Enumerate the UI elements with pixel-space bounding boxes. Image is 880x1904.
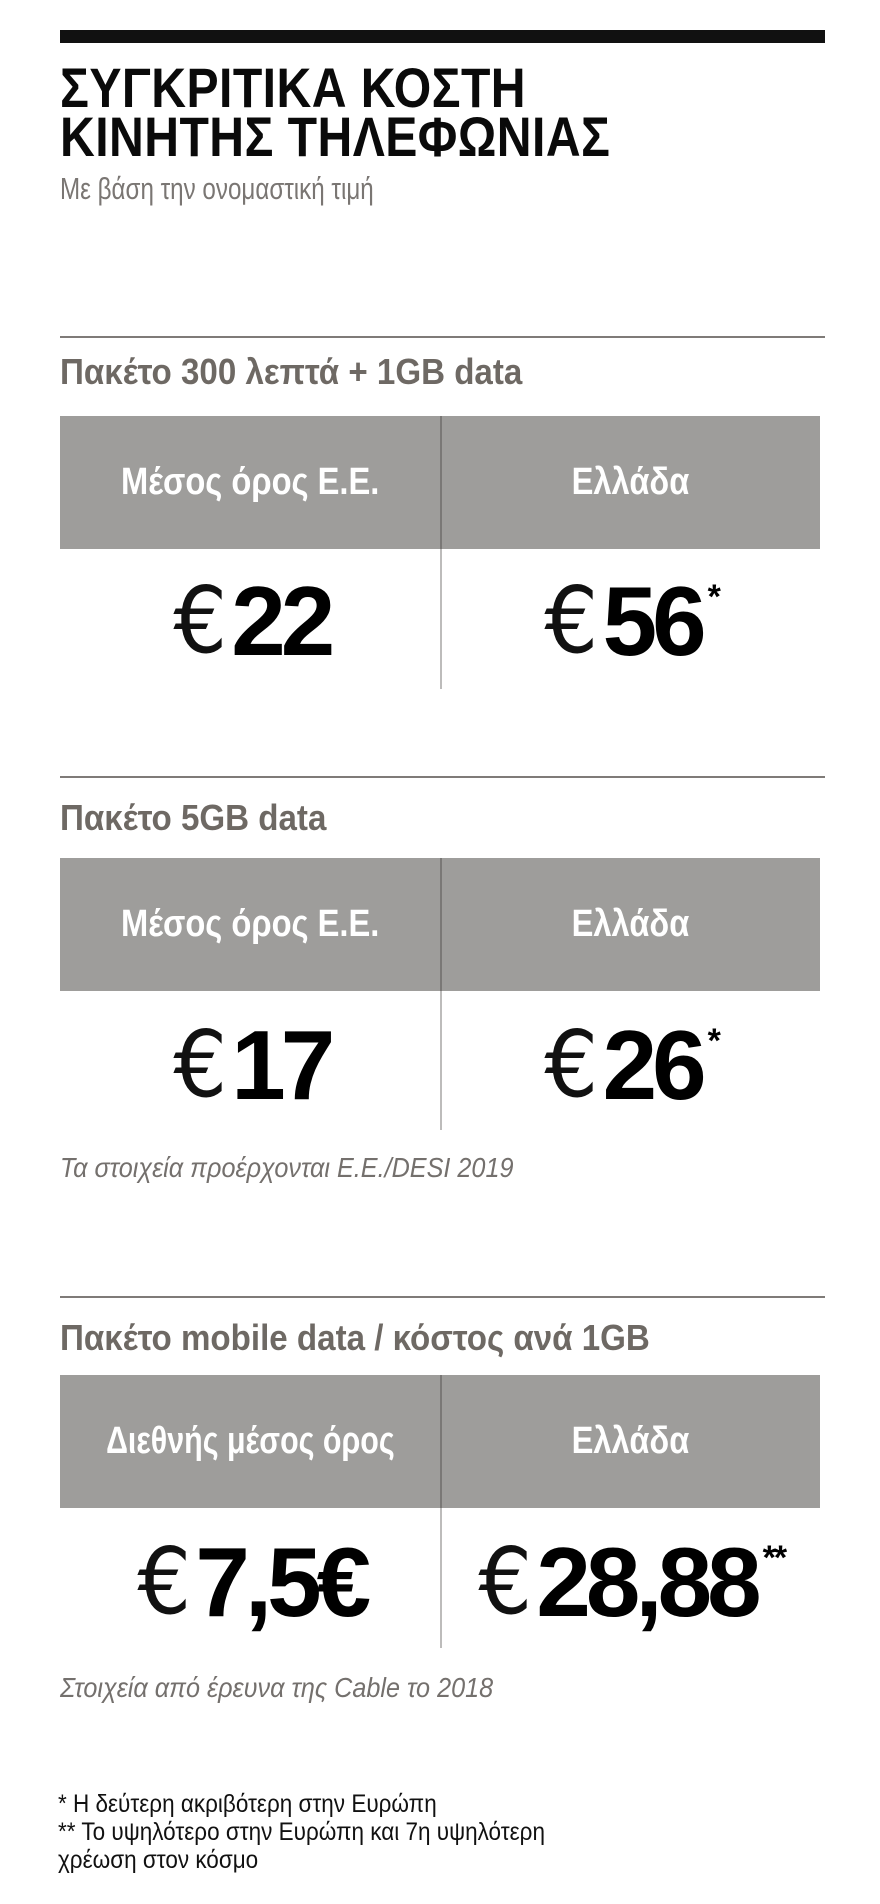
euro-sign: € [544,1011,599,1118]
column-divider [440,549,442,689]
column-header-label: Ελλάδα [571,461,690,503]
column-header-label: Διεθνής μέσος όρος [106,1420,395,1462]
source-note-cable: Στοιχεία από έρευνα της Cable το 2018 [60,1672,494,1703]
column-header-label: Μέσος όρος Ε.Ε. [121,903,380,945]
column-header-greece: Ελλάδα [441,858,820,991]
source-note-desi: Τα στοιχεία προέρχονται Ε.Ε./DESI 2019 [60,1152,514,1183]
price-amount: 17 [231,1010,335,1120]
footnote-2: ** Το υψηλότερο στην Ευρώπη και 7η υψηλό… [58,1818,545,1846]
table-values-row: €22 €56 * [60,566,820,676]
column-divider [440,858,442,991]
section-divider [60,1296,825,1298]
column-header-label: Μέσος όρος Ε.Ε. [121,461,380,503]
column-header-greece: Ελλάδα [441,416,820,549]
page-subtitle: Με βάση την ονομαστική τιμή [60,171,374,206]
column-header-eu-average: Μέσος όρος Ε.Ε. [60,858,441,991]
price-amount: 28,88 [536,1527,761,1637]
footnote-marker: ** [762,1539,788,1577]
footnote-1: * Η δεύτερη ακριβότερη στην Ευρώπη [58,1790,437,1818]
column-divider [440,991,442,1130]
top-rule [60,30,825,43]
column-header-label: Ελλάδα [571,1420,690,1462]
value-eu-average: €17 [60,1010,441,1120]
footnote-2-continued: χρέωση στον κόσμο [58,1846,259,1874]
value-greece: €56 * [441,566,820,676]
value-eu-average: €22 [60,566,441,676]
footnote-marker: * [707,1022,721,1060]
column-header-greece: Ελλάδα [441,1375,820,1508]
table-values-row: €17 €26 * [60,1010,820,1120]
euro-sign: € [173,567,227,674]
value-international-average: €7,5€ [60,1527,441,1637]
euro-sign: € [173,1011,227,1118]
column-header-label: Ελλάδα [571,903,690,945]
section-divider [60,776,825,778]
comparison-table-2: Μέσος όρος Ε.Ε. Ελλάδα €17 €26 * [60,858,820,1133]
column-divider [440,1375,442,1508]
comparison-table-3: Διεθνής μέσος όρος Ελλάδα €7,5€ €28,88 ** [60,1375,820,1650]
section-divider [60,336,825,338]
column-divider [440,416,442,549]
value-greece: €26 * [441,1010,820,1120]
price-amount: 22 [231,566,335,676]
price-amount: 7,5€ [195,1527,371,1637]
page-title-line-2: ΚΙΝΗΤΗΣ ΤΗΛΕΦΩΝΙΑΣ [60,105,611,168]
price-amount: 56 [602,566,707,676]
column-header-eu-average: Μέσος όρος Ε.Ε. [60,416,441,549]
section-title-mobile-data-per-gb: Πακέτο mobile data / κόστος ανά 1GB [60,1317,650,1358]
footnotes: * Η δεύτερη ακριβότερη στην Ευρώπη ** Το… [58,1790,818,1874]
column-header-international-average: Διεθνής μέσος όρος [60,1375,441,1508]
comparison-table-1: Μέσος όρος Ε.Ε. Ελλάδα €22 €56 * [60,416,820,691]
section-title-5gb: Πακέτο 5GB data [60,797,327,838]
section-title-300min-1gb: Πακέτο 300 λεπτά + 1GB data [60,351,523,392]
price-amount: 26 [602,1010,707,1120]
value-greece: €28,88 ** [441,1527,820,1637]
page-title-line-1: ΣΥΓΚΡΙΤΙΚΑ ΚΟΣΤΗ [60,56,526,119]
column-divider [440,1508,442,1648]
euro-sign: € [544,567,599,674]
table-values-row: €7,5€ €28,88 ** [60,1527,820,1637]
euro-sign: € [478,1528,533,1635]
footnote-marker: * [707,578,721,616]
euro-sign: € [137,1528,192,1635]
